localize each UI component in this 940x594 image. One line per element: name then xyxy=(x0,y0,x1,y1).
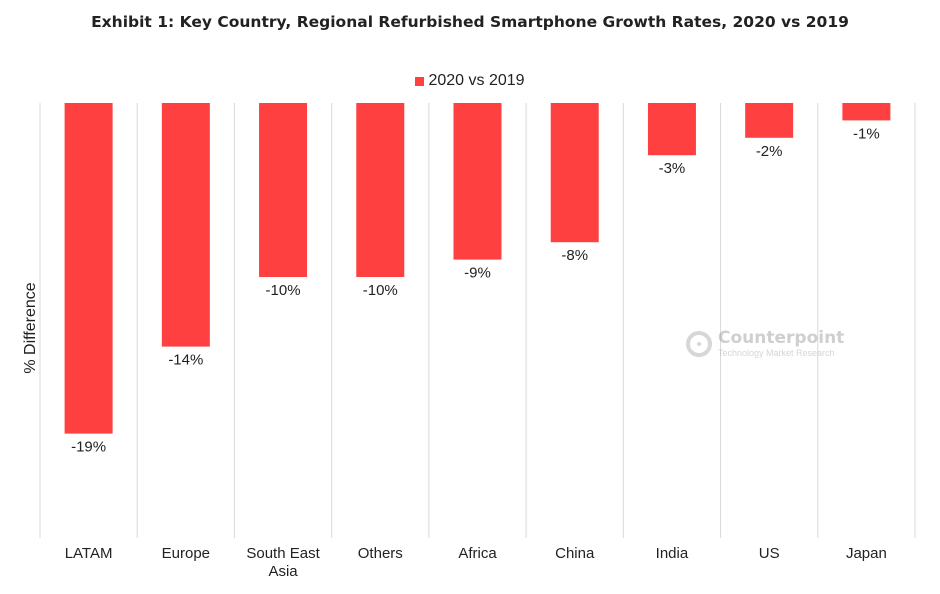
x-tick-label: Others xyxy=(358,545,403,562)
watermark-subtitle: Technology Market Research xyxy=(718,348,835,358)
bar xyxy=(64,103,113,434)
watermark: Counterpoint Technology Market Research xyxy=(686,330,844,358)
bar xyxy=(842,103,891,121)
legend-swatch xyxy=(415,76,425,86)
x-tick-label: Africa xyxy=(458,545,497,562)
bar xyxy=(259,103,308,277)
data-label: -19% xyxy=(71,439,106,456)
chart-title: Exhibit 1: Key Country, Regional Refurbi… xyxy=(91,13,849,31)
data-label: -8% xyxy=(561,247,588,264)
bar xyxy=(745,103,794,138)
bar xyxy=(550,103,599,243)
data-label: -10% xyxy=(266,282,301,299)
data-label: -14% xyxy=(168,352,203,369)
x-tick-label: US xyxy=(759,545,780,562)
bar xyxy=(356,103,405,277)
x-tick-label: LATAM xyxy=(65,545,113,562)
legend-label: 2020 vs 2019 xyxy=(428,72,525,89)
data-label: -10% xyxy=(363,282,398,299)
watermark-name: Counterpoint xyxy=(718,328,845,348)
bar xyxy=(161,103,210,347)
data-label: -1% xyxy=(853,125,880,142)
data-label: -3% xyxy=(659,160,686,177)
bar xyxy=(647,103,696,156)
x-tick-label: China xyxy=(555,545,595,562)
data-label: -9% xyxy=(464,265,491,282)
x-tick-label: Europe xyxy=(162,545,210,562)
x-tick-label: Japan xyxy=(846,545,887,562)
x-tick-label: India xyxy=(656,545,689,562)
counterpoint-logo-icon xyxy=(686,331,712,357)
bar xyxy=(453,103,502,260)
x-tick-label: South East Asia xyxy=(246,545,320,580)
data-label: -2% xyxy=(756,143,783,160)
chart-legend: 2020 vs 2019 xyxy=(0,72,940,90)
